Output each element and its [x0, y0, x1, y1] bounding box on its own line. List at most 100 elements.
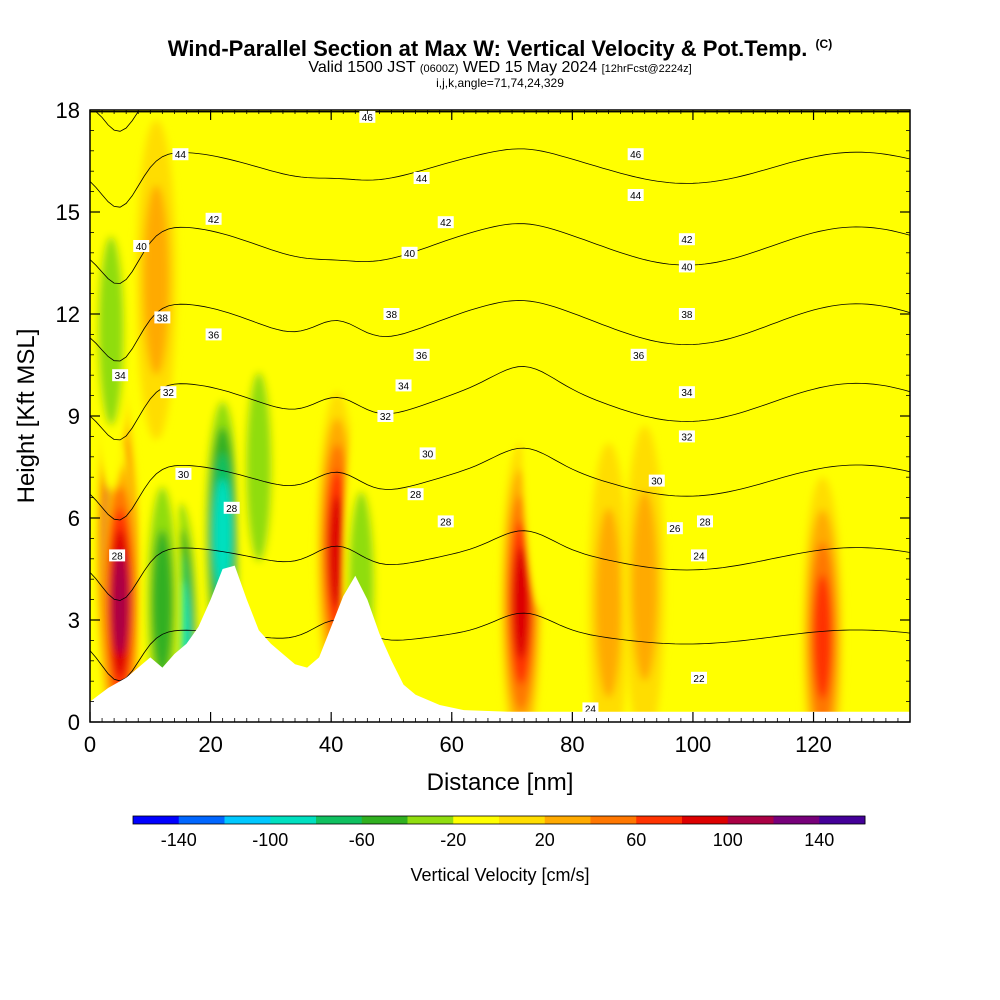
contour-label: 22 — [690, 671, 707, 685]
contour-label: 38 — [383, 308, 400, 321]
colorbar-swatch — [819, 816, 866, 824]
contour-label-text: 32 — [681, 432, 693, 443]
terrain-mask — [90, 565, 910, 722]
contour-label: 30 — [419, 447, 436, 460]
valid-utc: (0600Z) — [419, 63, 459, 75]
contour-label-text: 44 — [416, 174, 428, 185]
contour-label-text: 26 — [669, 524, 681, 535]
colorbar-tick-label: 140 — [804, 830, 834, 850]
contour-label: 28 — [697, 515, 713, 528]
contour-label-text: 38 — [386, 310, 398, 321]
colorbar-swatch — [178, 816, 225, 824]
contour-label: 34 — [395, 379, 412, 392]
colorbar-swatch — [682, 816, 729, 824]
colorbar-swatch — [453, 816, 500, 824]
y-tick-label: 6 — [68, 506, 80, 531]
y-tick-label: 18 — [56, 98, 80, 123]
contour-label-text: 32 — [380, 412, 392, 423]
contour-label-text: 38 — [157, 313, 169, 324]
velocity-band — [431, 375, 472, 695]
velocity-band — [813, 574, 833, 700]
x-tick-label: 60 — [440, 732, 464, 757]
colorbar-swatch — [316, 816, 363, 824]
contour-label-text: 30 — [651, 477, 663, 488]
contour-label: 26 — [666, 522, 683, 535]
colorbar-tick-label: -60 — [349, 830, 375, 850]
velocity-band — [245, 372, 272, 562]
colorbar-frame — [132, 815, 866, 825]
colorbar-swatch — [361, 816, 408, 824]
contour-label: 28 — [437, 515, 454, 528]
theta-contour-34 — [90, 148, 910, 208]
copyright-mark: (C) — [815, 36, 833, 51]
contour-label: 32 — [678, 430, 695, 443]
colorbar-swatch — [407, 816, 454, 824]
colorbar-swatch — [499, 816, 546, 824]
contour-label-text: 34 — [398, 381, 410, 392]
velocity-band — [522, 290, 563, 610]
colorbar-tick-label: -20 — [440, 830, 466, 850]
contour-label: 30 — [648, 474, 665, 488]
x-tick-label: 80 — [560, 732, 584, 757]
colorbar-swatch — [544, 816, 591, 824]
colorbar-swatch — [270, 816, 317, 824]
velocity-core — [431, 375, 472, 695]
contour-label: 42 — [437, 216, 454, 229]
contour-label: 44 — [627, 189, 644, 202]
velocity-band — [512, 547, 530, 659]
contour-label-text: 28 — [226, 504, 238, 515]
valid-date: WED 15 May 2024 — [462, 59, 598, 76]
x-tick-label: 120 — [795, 732, 832, 757]
contour-label: 36 — [630, 348, 647, 362]
colorbar-swatch — [133, 816, 180, 824]
contour-label-text: 40 — [136, 242, 148, 253]
contour-label-text: 40 — [681, 262, 693, 273]
velocity-band — [111, 551, 129, 655]
chart-title: Wind-Parallel Section at Max W: Vertical… — [0, 36, 1000, 62]
velocity-band — [143, 185, 170, 375]
contour-label: 24 — [582, 702, 599, 715]
contour-label: 40 — [133, 240, 150, 253]
velocity-core — [136, 120, 177, 440]
x-tick-label: 100 — [675, 732, 712, 757]
velocity-core — [100, 443, 141, 722]
contour-label: 38 — [678, 308, 695, 321]
valid-time-line: Valid 1500 JST (0600Z) WED 15 May 2024 [… — [0, 60, 1000, 77]
contour-label-text: 46 — [362, 113, 374, 124]
colorbar-label: Vertical Velocity [cm/s] — [410, 865, 589, 885]
colorbar-tick-label: -140 — [161, 830, 197, 850]
velocity-core — [91, 171, 132, 491]
contour-label: 34 — [678, 386, 695, 399]
grid-indices: i,j,k,angle=71,74,24,329 — [436, 76, 564, 90]
contour-label: 28 — [407, 488, 424, 501]
velocity-core — [238, 307, 279, 627]
y-tick-label: 0 — [68, 710, 80, 735]
chart-title-text: Wind-Parallel Section at Max W: Vertical… — [167, 36, 808, 61]
y-tick-label: 15 — [56, 200, 80, 225]
y-tick-label: 3 — [68, 608, 80, 633]
x-axis-label: Distance [nm] — [427, 769, 574, 796]
contour-label-text: 28 — [410, 490, 422, 501]
contour-label: 46 — [627, 148, 644, 161]
velocity-band — [98, 236, 125, 426]
contour-label-text: 24 — [693, 551, 705, 562]
contour-label-text: 30 — [422, 449, 434, 460]
contour-label: 28 — [223, 501, 240, 515]
contour-label-text: 28 — [699, 517, 711, 528]
colorbar-swatch — [773, 816, 820, 824]
contour-label-layer: 46 46 44 44 44 42 42 42 40 40 40 38 38 38 36 36 36 34 34 34… — [109, 110, 713, 715]
contour-label: 42 — [678, 233, 695, 246]
contour-label: 34 — [112, 369, 129, 382]
x-tick-label: 20 — [198, 732, 222, 757]
y-axis-label: Height [Kft MSL] — [13, 329, 40, 504]
theta-contour-30 — [90, 300, 910, 362]
colorbar-tick-label: 60 — [626, 830, 646, 850]
contour-label: 40 — [678, 260, 695, 273]
contour-label-text: 36 — [208, 330, 220, 341]
contour-label-text: 22 — [693, 674, 705, 685]
y-tick-label: 12 — [56, 302, 80, 327]
contour-label-text: 44 — [175, 150, 187, 161]
contour-label-text: 30 — [178, 470, 190, 481]
contour-label: 40 — [401, 246, 418, 260]
contour-label-text: 36 — [633, 351, 645, 362]
